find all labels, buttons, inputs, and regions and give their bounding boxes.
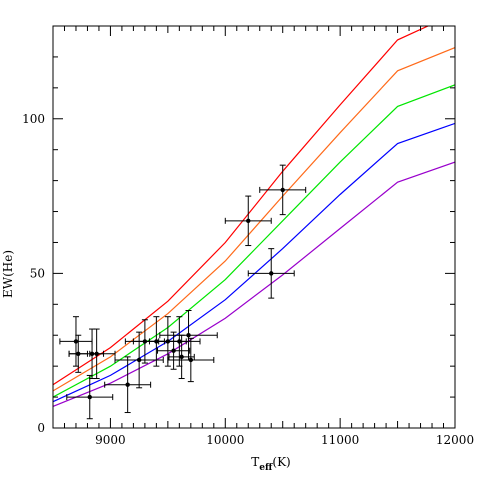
y-tick-label: 50 [30,266,45,280]
model-curve-4 [53,122,455,403]
observed-point [142,339,148,344]
axis-ticks [52,25,456,429]
observed-point [177,339,182,344]
model-curve-2 [53,47,455,392]
observed-point [76,351,81,356]
observed-point [73,339,79,344]
x-axis-label: Teff(K) [251,455,290,473]
error-bars [59,164,307,420]
x-tick-label: 11000 [321,433,359,447]
observed-point [89,351,95,356]
x-tick-label: 12000 [436,433,474,447]
observed-point [136,357,142,363]
model-curve-5 [53,161,455,407]
observed-point [186,333,191,338]
observed-point [280,187,285,193]
y-axis-label: EW(He) [1,250,15,298]
plot-frame [52,25,456,429]
model-curve-1 [53,26,430,386]
observed-point [188,357,194,363]
x-tick-label: 10000 [206,433,244,447]
observed-point [125,382,130,387]
model-curves [53,26,455,407]
observed-point [94,351,99,356]
observed-point [179,354,184,360]
x-tick-label: 9000 [95,433,126,447]
observed-point [87,394,92,400]
tick-labels: 9000 10000 11000 12000 0 50 100 [22,112,474,447]
model-curve-3 [53,84,455,398]
observed-point [171,348,176,353]
observed-point [246,218,251,224]
y-tick-label: 0 [37,421,45,435]
observed-points [73,187,285,400]
observed-point [269,271,274,276]
y-tick-label: 100 [22,112,45,126]
observed-point [165,339,171,344]
observed-point [154,339,159,344]
